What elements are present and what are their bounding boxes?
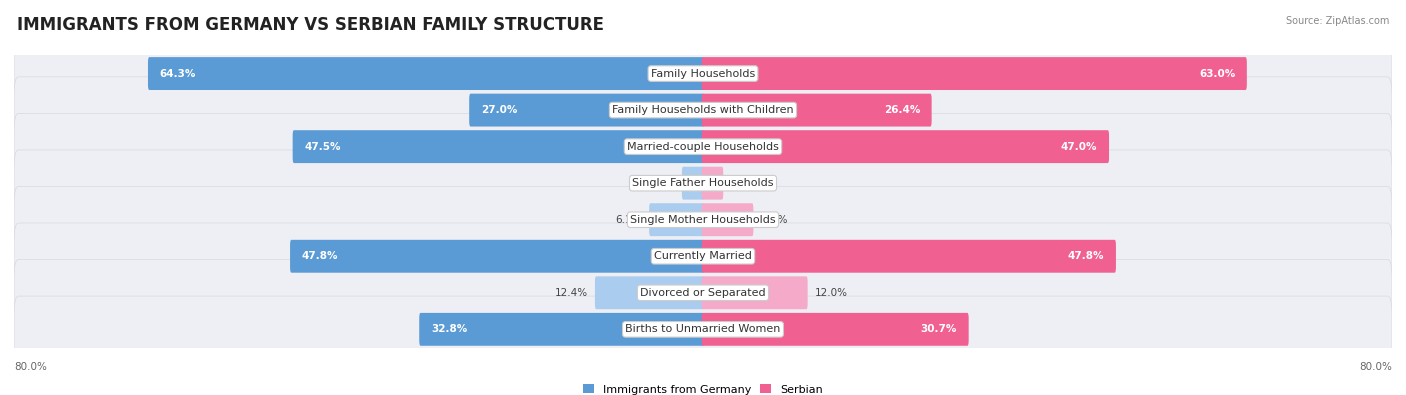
Text: 80.0%: 80.0%: [1360, 362, 1392, 372]
Text: 63.0%: 63.0%: [1199, 69, 1236, 79]
FancyBboxPatch shape: [290, 240, 704, 273]
Text: 80.0%: 80.0%: [14, 362, 46, 372]
Text: 5.7%: 5.7%: [761, 215, 787, 225]
FancyBboxPatch shape: [14, 186, 1392, 253]
FancyBboxPatch shape: [14, 150, 1392, 216]
Text: 6.1%: 6.1%: [616, 215, 643, 225]
Text: 26.4%: 26.4%: [883, 105, 920, 115]
Text: 27.0%: 27.0%: [481, 105, 517, 115]
FancyBboxPatch shape: [702, 313, 969, 346]
Text: 64.3%: 64.3%: [160, 69, 195, 79]
FancyBboxPatch shape: [419, 313, 704, 346]
Text: Births to Unmarried Women: Births to Unmarried Women: [626, 324, 780, 334]
Text: Single Mother Households: Single Mother Households: [630, 215, 776, 225]
FancyBboxPatch shape: [702, 276, 807, 309]
Text: 30.7%: 30.7%: [921, 324, 957, 334]
Text: 47.0%: 47.0%: [1062, 142, 1098, 152]
Text: Divorced or Separated: Divorced or Separated: [640, 288, 766, 298]
FancyBboxPatch shape: [702, 130, 1109, 163]
FancyBboxPatch shape: [148, 57, 704, 90]
FancyBboxPatch shape: [14, 296, 1392, 363]
FancyBboxPatch shape: [14, 260, 1392, 326]
FancyBboxPatch shape: [470, 94, 704, 126]
Text: Married-couple Households: Married-couple Households: [627, 142, 779, 152]
FancyBboxPatch shape: [702, 167, 723, 199]
Text: 2.3%: 2.3%: [648, 178, 675, 188]
Text: Family Households with Children: Family Households with Children: [612, 105, 794, 115]
FancyBboxPatch shape: [14, 77, 1392, 143]
FancyBboxPatch shape: [702, 240, 1116, 273]
Text: 12.4%: 12.4%: [554, 288, 588, 298]
Text: 2.2%: 2.2%: [731, 178, 756, 188]
Text: 47.8%: 47.8%: [302, 251, 339, 261]
Text: 32.8%: 32.8%: [430, 324, 467, 334]
FancyBboxPatch shape: [650, 203, 704, 236]
FancyBboxPatch shape: [702, 57, 1247, 90]
FancyBboxPatch shape: [14, 113, 1392, 180]
Text: 47.8%: 47.8%: [1067, 251, 1104, 261]
Text: Single Father Households: Single Father Households: [633, 178, 773, 188]
Text: 12.0%: 12.0%: [815, 288, 848, 298]
FancyBboxPatch shape: [292, 130, 704, 163]
FancyBboxPatch shape: [14, 223, 1392, 290]
Text: Currently Married: Currently Married: [654, 251, 752, 261]
FancyBboxPatch shape: [702, 94, 932, 126]
Legend: Immigrants from Germany, Serbian: Immigrants from Germany, Serbian: [583, 384, 823, 395]
Text: 47.5%: 47.5%: [304, 142, 340, 152]
Text: IMMIGRANTS FROM GERMANY VS SERBIAN FAMILY STRUCTURE: IMMIGRANTS FROM GERMANY VS SERBIAN FAMIL…: [17, 16, 603, 34]
FancyBboxPatch shape: [682, 167, 704, 199]
FancyBboxPatch shape: [702, 203, 754, 236]
FancyBboxPatch shape: [595, 276, 704, 309]
Text: Family Households: Family Households: [651, 69, 755, 79]
Text: Source: ZipAtlas.com: Source: ZipAtlas.com: [1285, 16, 1389, 26]
FancyBboxPatch shape: [14, 40, 1392, 107]
